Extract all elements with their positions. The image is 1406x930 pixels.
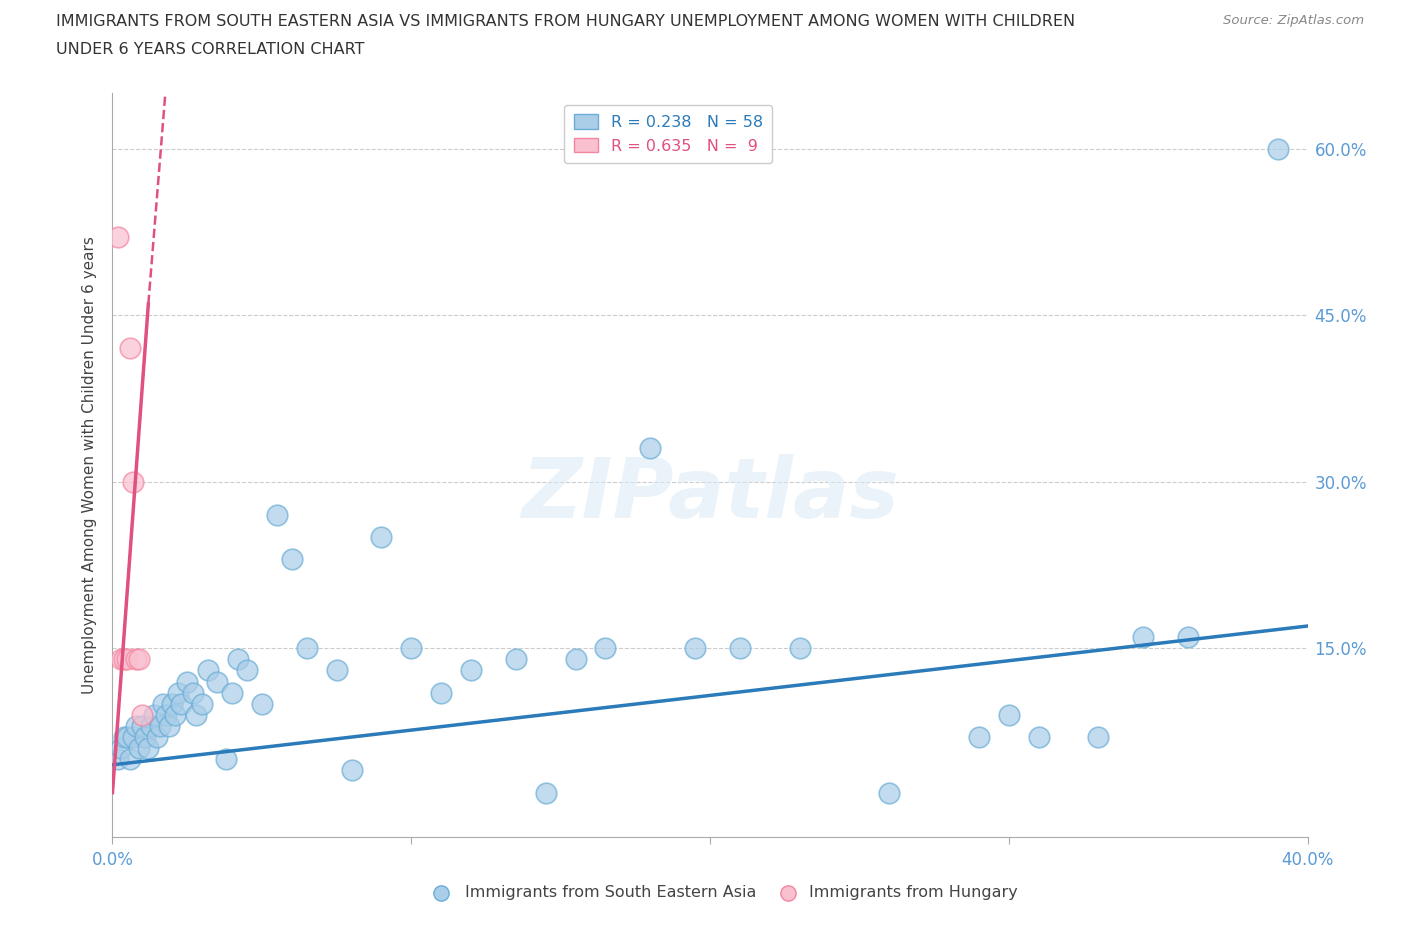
Point: [197, 663, 219, 678]
Legend: R = 0.238   N = 58, R = 0.635   N =  9: R = 0.238 N = 58, R = 0.635 N = 9: [564, 105, 772, 163]
Point: [534, 785, 557, 800]
Point: [460, 663, 482, 678]
Point: [107, 230, 129, 245]
Y-axis label: Unemployment Among Women with Children Under 6 years: Unemployment Among Women with Children U…: [82, 236, 97, 694]
Point: [205, 674, 228, 689]
Point: [1267, 141, 1289, 156]
Point: [640, 441, 662, 456]
Point: [789, 641, 811, 656]
Point: [146, 730, 169, 745]
Point: [236, 663, 259, 678]
Point: [295, 641, 318, 656]
Point: [155, 708, 177, 723]
Point: [117, 730, 139, 745]
Point: [143, 708, 166, 723]
Point: [176, 674, 198, 689]
Point: [122, 730, 145, 745]
Point: [564, 652, 586, 667]
Point: [114, 652, 135, 667]
Point: [401, 641, 423, 656]
Point: [128, 740, 150, 755]
Point: [157, 719, 180, 734]
Point: [1132, 630, 1154, 644]
Point: [250, 697, 273, 711]
Point: [149, 719, 172, 734]
Point: [226, 652, 249, 667]
Point: [998, 708, 1021, 723]
Point: [165, 708, 187, 723]
Point: [125, 719, 148, 734]
Text: Source: ZipAtlas.com: Source: ZipAtlas.com: [1223, 14, 1364, 27]
Text: UNDER 6 YEARS CORRELATION CHART: UNDER 6 YEARS CORRELATION CHART: [56, 42, 364, 57]
Point: [141, 719, 163, 734]
Point: [117, 652, 139, 667]
Point: [325, 663, 347, 678]
Point: [1028, 730, 1050, 745]
Point: [122, 474, 145, 489]
Text: Immigrants from Hungary: Immigrants from Hungary: [810, 885, 1018, 900]
Text: IMMIGRANTS FROM SOUTH EASTERN ASIA VS IMMIGRANTS FROM HUNGARY UNEMPLOYMENT AMONG: IMMIGRANTS FROM SOUTH EASTERN ASIA VS IM…: [56, 14, 1076, 29]
Point: [128, 652, 150, 667]
Point: [1087, 730, 1109, 745]
Point: [120, 751, 142, 766]
Point: [125, 652, 148, 667]
Point: [110, 652, 132, 667]
Point: [131, 719, 153, 734]
Point: [595, 641, 617, 656]
Point: [181, 685, 204, 700]
Point: [281, 551, 304, 566]
Point: [120, 341, 142, 356]
Point: [114, 730, 135, 745]
Point: [221, 685, 243, 700]
Point: [110, 740, 132, 755]
Point: [167, 685, 190, 700]
Point: [215, 751, 238, 766]
Point: [131, 708, 153, 723]
Point: [505, 652, 527, 667]
Text: Immigrants from South Eastern Asia: Immigrants from South Eastern Asia: [465, 885, 756, 900]
Point: [191, 697, 214, 711]
Point: [138, 740, 160, 755]
Point: [162, 697, 183, 711]
Point: [266, 508, 288, 523]
Point: [430, 685, 453, 700]
Point: [170, 697, 193, 711]
Point: [186, 708, 208, 723]
Point: [370, 530, 392, 545]
Point: [728, 641, 751, 656]
Point: [683, 641, 706, 656]
Point: [967, 730, 990, 745]
Point: [107, 751, 129, 766]
Point: [1177, 630, 1199, 644]
Point: [134, 730, 156, 745]
Point: [152, 697, 174, 711]
Point: [879, 785, 901, 800]
Text: ZIPatlas: ZIPatlas: [522, 454, 898, 536]
Point: [340, 763, 363, 777]
